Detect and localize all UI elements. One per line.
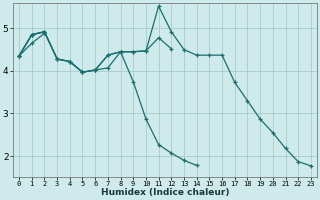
X-axis label: Humidex (Indice chaleur): Humidex (Indice chaleur) <box>101 188 229 197</box>
